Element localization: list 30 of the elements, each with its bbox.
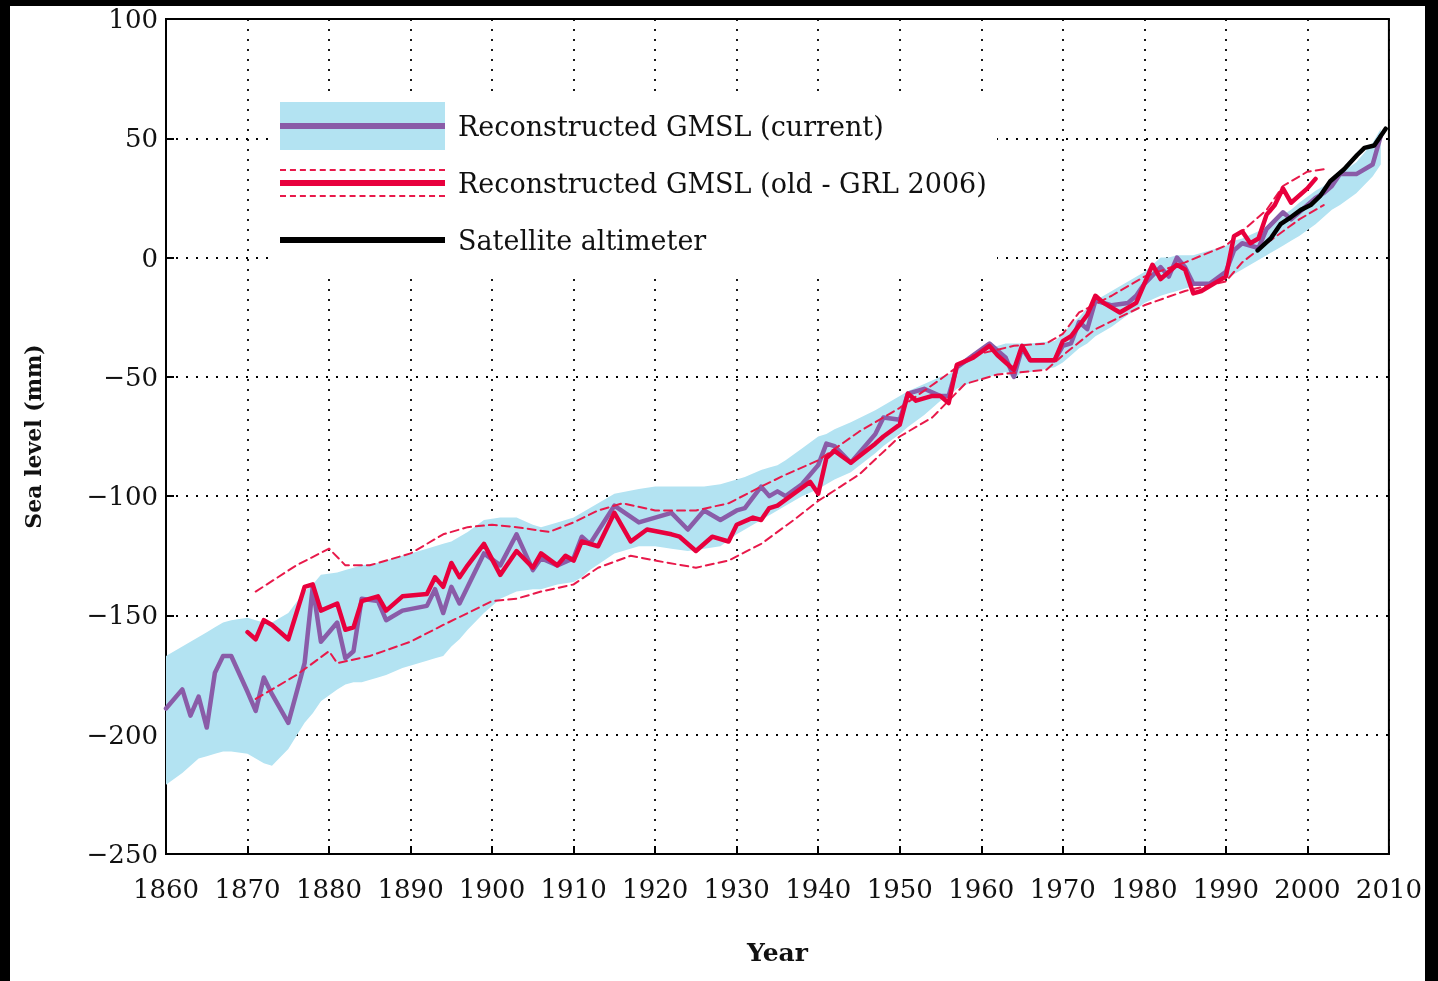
x-tick-label: 1900: [459, 874, 526, 904]
x-tick-label: 1960: [948, 874, 1015, 904]
x-tick-label: 1890: [377, 874, 444, 904]
y-tick-label: −100: [86, 481, 158, 512]
y-tick-label: −50: [103, 361, 158, 392]
y-tick-label: 0: [141, 242, 158, 273]
x-tick-label: 1990: [1192, 874, 1259, 904]
x-tick-label: 1980: [1111, 874, 1178, 904]
x-tick-label: 2000: [1274, 874, 1341, 904]
x-tick-label: 1970: [1029, 874, 1096, 904]
x-tick-label: 1930: [703, 874, 770, 904]
x-tick-label: 1920: [622, 874, 689, 904]
y-tick-label: 50: [124, 123, 158, 154]
x-tick-label: 2010: [1355, 874, 1422, 904]
line-series: [254, 204, 1325, 700]
legend-label: Reconstructed GMSL (old - GRL 2006): [458, 167, 987, 199]
y-tick-label: −150: [86, 600, 158, 631]
x-tick-label: 1870: [214, 874, 281, 904]
legend-label: Satellite altimeter: [458, 224, 707, 256]
x-tick-label: 1910: [540, 874, 607, 904]
y-tick-label: −250: [86, 839, 158, 869]
x-tick-label: 1880: [295, 874, 363, 904]
x-axis-title: Year: [745, 938, 809, 967]
y-tick-label: 100: [108, 4, 158, 34]
x-tick-label: 1940: [785, 874, 852, 904]
y-tick-label: −200: [86, 719, 158, 750]
y-axis-title: Sea level (mm): [20, 344, 46, 529]
x-tick-label: 1950: [866, 874, 933, 904]
legend-label: Reconstructed GMSL (current): [458, 110, 884, 142]
x-tick-label: 1860: [132, 874, 200, 904]
